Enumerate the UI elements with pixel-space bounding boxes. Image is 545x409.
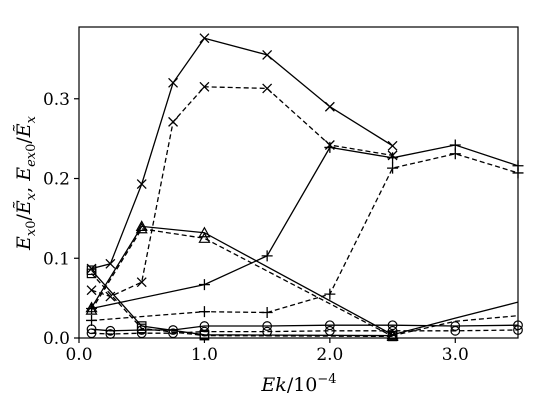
series-9 xyxy=(86,320,523,336)
data-point-circle xyxy=(324,325,335,336)
data-point-plus xyxy=(512,167,524,179)
data-point-plus xyxy=(198,279,210,291)
data-point-circle xyxy=(513,320,523,331)
data-point-circle xyxy=(105,329,116,339)
series-line xyxy=(392,301,518,336)
y-axis-ticks: 0.0 0.1 0.2 0.3 xyxy=(43,90,79,349)
series-layer xyxy=(85,33,524,342)
data-point-circle xyxy=(324,320,335,331)
data-point-triangle xyxy=(135,220,148,231)
series-line xyxy=(91,37,393,270)
x-tick-label: 0.0 xyxy=(65,345,92,365)
data-point-x xyxy=(199,33,210,44)
series-11 xyxy=(392,301,518,336)
data-point-circle xyxy=(262,321,273,331)
series-line xyxy=(90,225,393,336)
data-point-circle xyxy=(199,321,210,331)
data-point-x xyxy=(105,258,116,269)
series-line xyxy=(91,86,393,298)
series-12 xyxy=(392,315,518,337)
series-2 xyxy=(86,81,398,302)
x-tick-label: 2.0 xyxy=(316,345,343,365)
data-point-circle xyxy=(136,328,147,339)
data-point-plus xyxy=(261,250,273,262)
data-point-circle xyxy=(199,326,210,337)
data-point-x xyxy=(262,83,273,94)
x-tick-label: 1.0 xyxy=(191,345,218,365)
data-point-plus xyxy=(387,162,399,174)
data-point-circle xyxy=(105,325,116,336)
x-axis-title: Ek/10−4 xyxy=(260,372,336,396)
data-point-circle xyxy=(513,325,523,335)
x-axis-ticks: 0.0 1.0 2.0 3.0 xyxy=(65,338,469,365)
data-point-plus xyxy=(86,314,98,326)
data-point-triangle xyxy=(135,222,148,234)
data-point-x xyxy=(168,116,179,127)
series-4 xyxy=(86,148,524,326)
y-tick-label: 0.3 xyxy=(43,90,70,110)
data-point-x xyxy=(199,81,210,92)
data-point-circle xyxy=(168,328,178,339)
data-point-plus xyxy=(261,306,273,318)
data-point-triangle xyxy=(198,232,211,243)
y-axis-title: Ex0/Ẽx, Eex0/Ẽx xyxy=(13,115,39,251)
data-point-circle xyxy=(262,326,273,337)
data-point-triangle xyxy=(85,303,98,315)
data-point-plus xyxy=(198,306,210,318)
series-line xyxy=(91,324,518,332)
data-point-x xyxy=(262,49,273,60)
data-point-circle xyxy=(86,328,97,339)
series-line xyxy=(91,144,518,310)
data-point-circle xyxy=(450,325,461,336)
data-point-plus xyxy=(324,141,336,153)
series-7 xyxy=(86,265,398,341)
data-point-circle xyxy=(136,325,147,335)
data-point-x xyxy=(324,101,335,112)
data-point-x xyxy=(136,179,147,190)
data-point-x xyxy=(86,285,97,296)
data-point-square xyxy=(86,268,97,279)
series-10 xyxy=(86,325,523,339)
data-point-plus xyxy=(324,288,336,300)
data-point-circle xyxy=(168,325,178,335)
series-line xyxy=(91,329,518,335)
series-line xyxy=(91,272,393,338)
series-1 xyxy=(86,33,398,274)
plot-area-frame xyxy=(78,26,519,339)
data-point-triangle xyxy=(198,226,211,238)
data-point-circle xyxy=(387,320,398,331)
y-tick-label: 0.1 xyxy=(43,249,70,269)
series-5 xyxy=(85,220,399,340)
data-point-x xyxy=(387,140,398,151)
data-point-plus xyxy=(449,148,461,160)
series-line xyxy=(90,228,393,337)
data-point-plus xyxy=(387,152,399,164)
data-point-x xyxy=(136,277,147,288)
data-point-square xyxy=(387,331,398,342)
series-line xyxy=(392,315,518,337)
y-tick-label: 0.2 xyxy=(43,170,70,190)
x-tick-label: 3.0 xyxy=(442,345,469,365)
data-point-x xyxy=(168,77,179,88)
y-tick-label: 0.0 xyxy=(43,329,70,349)
